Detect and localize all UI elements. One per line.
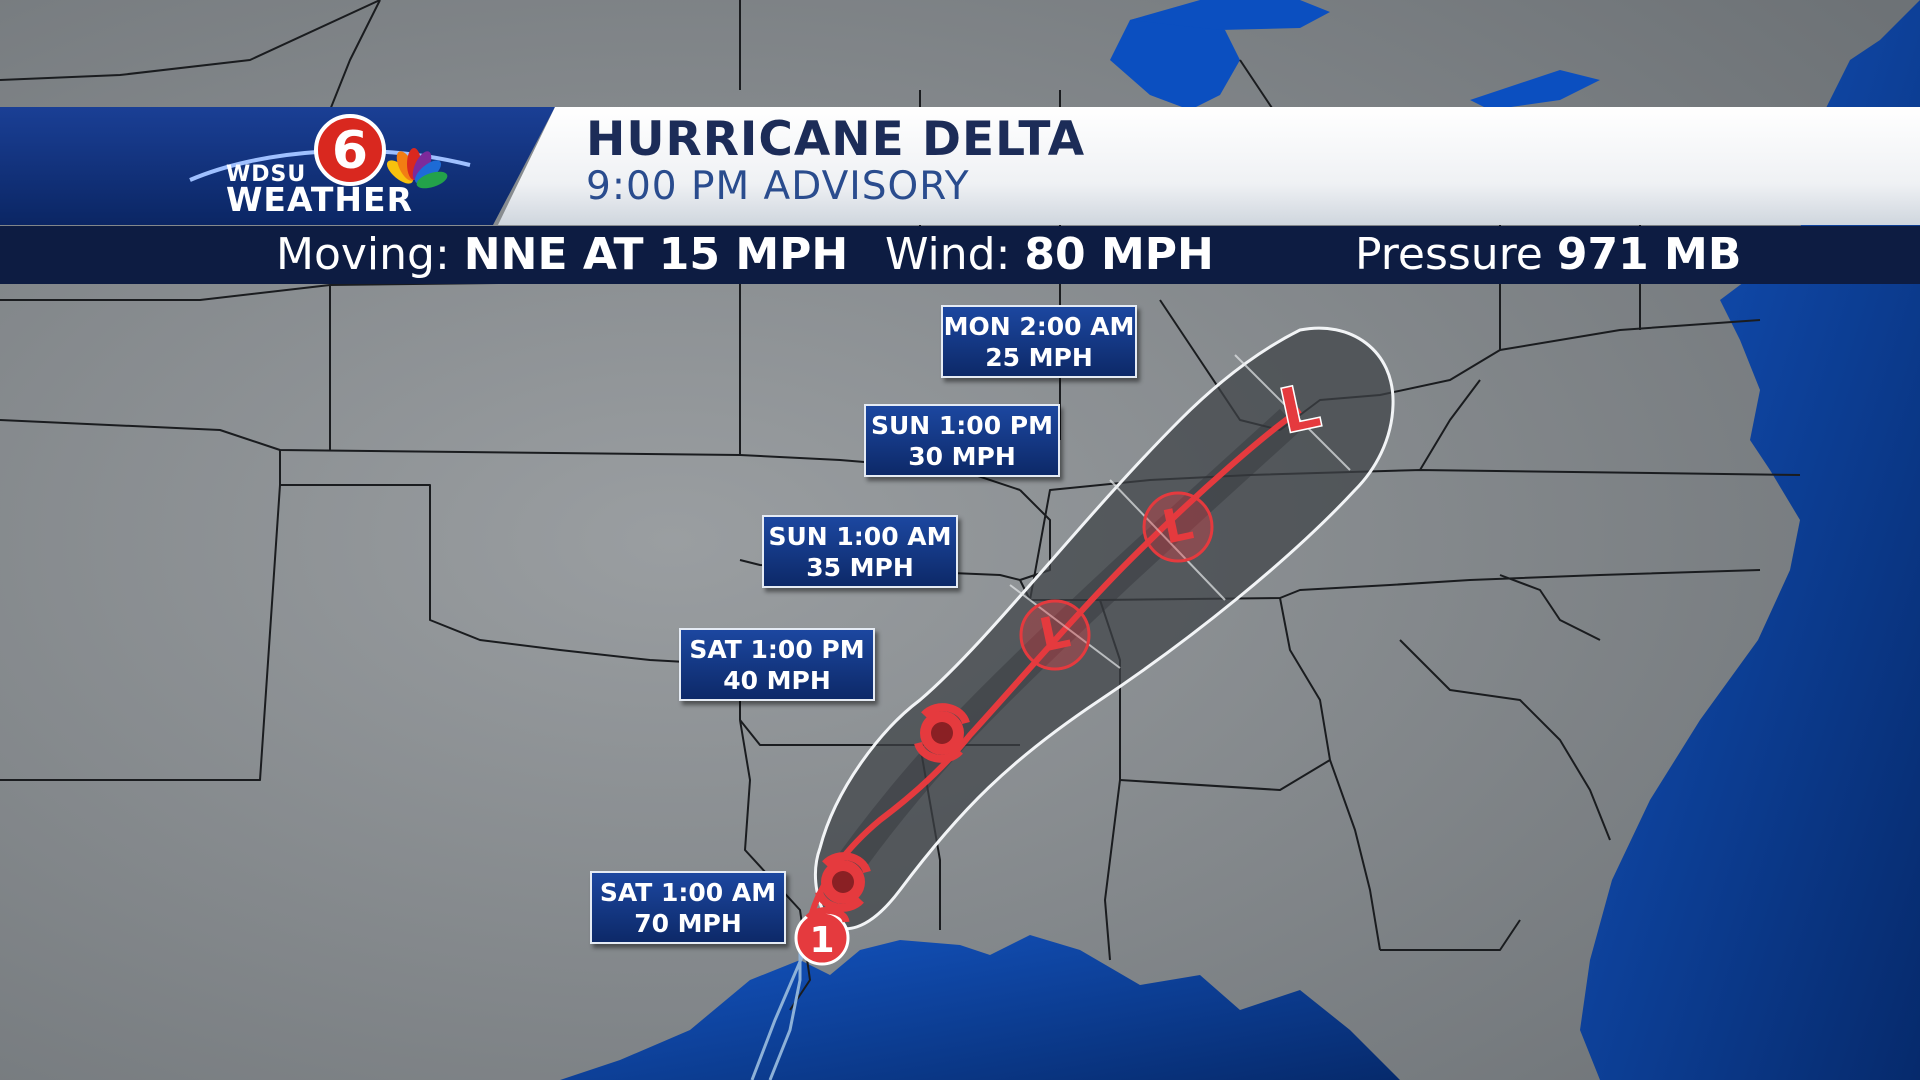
forecast-label-sat-pm: SAT 1:00 PM 40 MPH (679, 628, 875, 701)
peacock-icon (386, 148, 448, 189)
forecast-cone (814, 326, 1395, 931)
forecast-time: SAT 1:00 PM (689, 635, 865, 664)
logo-six-badge (314, 114, 386, 186)
pressure-stat: Pressure 971 MB (1355, 226, 1741, 284)
lake-michigan (1110, 10, 1240, 110)
hurricane-icon (805, 906, 850, 924)
current-category: 1 (809, 920, 834, 961)
forecast-wind: 25 MPH (985, 343, 1093, 372)
gulf-of-mexico (560, 935, 1400, 1080)
forecast-point-4: L (1142, 491, 1214, 563)
forecast-label-mon-am: MON 2:00 AM 25 MPH (941, 305, 1137, 378)
forecast-label-sun-am: SUN 1:00 AM 35 MPH (762, 515, 958, 588)
low-pressure-icon: L (1273, 369, 1327, 449)
current-position-marker: 1 (794, 906, 850, 966)
wind-stat: Wind: 80 MPH (885, 226, 1214, 284)
forecast-time: SUN 1:00 AM (768, 522, 952, 551)
pressure-value: 971 MB (1556, 229, 1742, 280)
forecast-point-5: L (1272, 368, 1327, 449)
forecast-point-1 (815, 852, 871, 912)
movement-label: Moving: (276, 229, 450, 280)
forecast-wind: 40 MPH (723, 666, 831, 695)
title-bar (0, 107, 1920, 225)
hurricane-icon (815, 852, 871, 912)
forecast-point-2 (914, 703, 970, 763)
forecast-wind: 70 MPH (634, 909, 742, 938)
forecast-track-line (807, 407, 1302, 921)
hurricane-icon (914, 703, 970, 763)
forecast-label-sun-pm: SUN 1:00 PM 30 MPH (864, 404, 1060, 477)
station-call-letters: WDSU (226, 162, 307, 187)
movement-stat: Moving: NNE AT 15 MPH (276, 226, 848, 284)
past-track-line (750, 949, 807, 1080)
logo-channel-number: 6 (332, 121, 368, 181)
lake-erie (1470, 70, 1600, 110)
cone-checkpoint-ticks (1009, 354, 1351, 669)
forecast-wind: 35 MPH (806, 553, 914, 582)
wind-label: Wind: (885, 229, 1011, 280)
storm-title: HURRICANE DELTA (586, 112, 1086, 167)
storm-stats-bar: Moving: NNE AT 15 MPH Wind: 80 MPH Press… (0, 226, 1920, 284)
pressure-label: Pressure (1355, 229, 1543, 280)
forecast-time: SUN 1:00 PM (870, 411, 1054, 440)
forecast-wind: 30 MPH (908, 442, 1016, 471)
station-weather-label: WEATHER (226, 180, 414, 219)
forecast-label-sat-am: SAT 1:00 AM 70 MPH (590, 871, 786, 944)
forecast-point-3: L (1019, 599, 1091, 671)
station-logo: 6 (189, 114, 471, 189)
station-logo-panel (0, 107, 555, 225)
title-panel (498, 107, 1920, 225)
lake-superior (1130, 0, 1330, 30)
movement-value: NNE AT 15 MPH (463, 229, 849, 280)
advisory-time: 9:00 PM ADVISORY (586, 164, 970, 209)
forecast-time: MON 2:00 AM (943, 312, 1135, 341)
wind-value: 80 MPH (1024, 229, 1214, 280)
forecast-time: SAT 1:00 AM (599, 878, 777, 907)
